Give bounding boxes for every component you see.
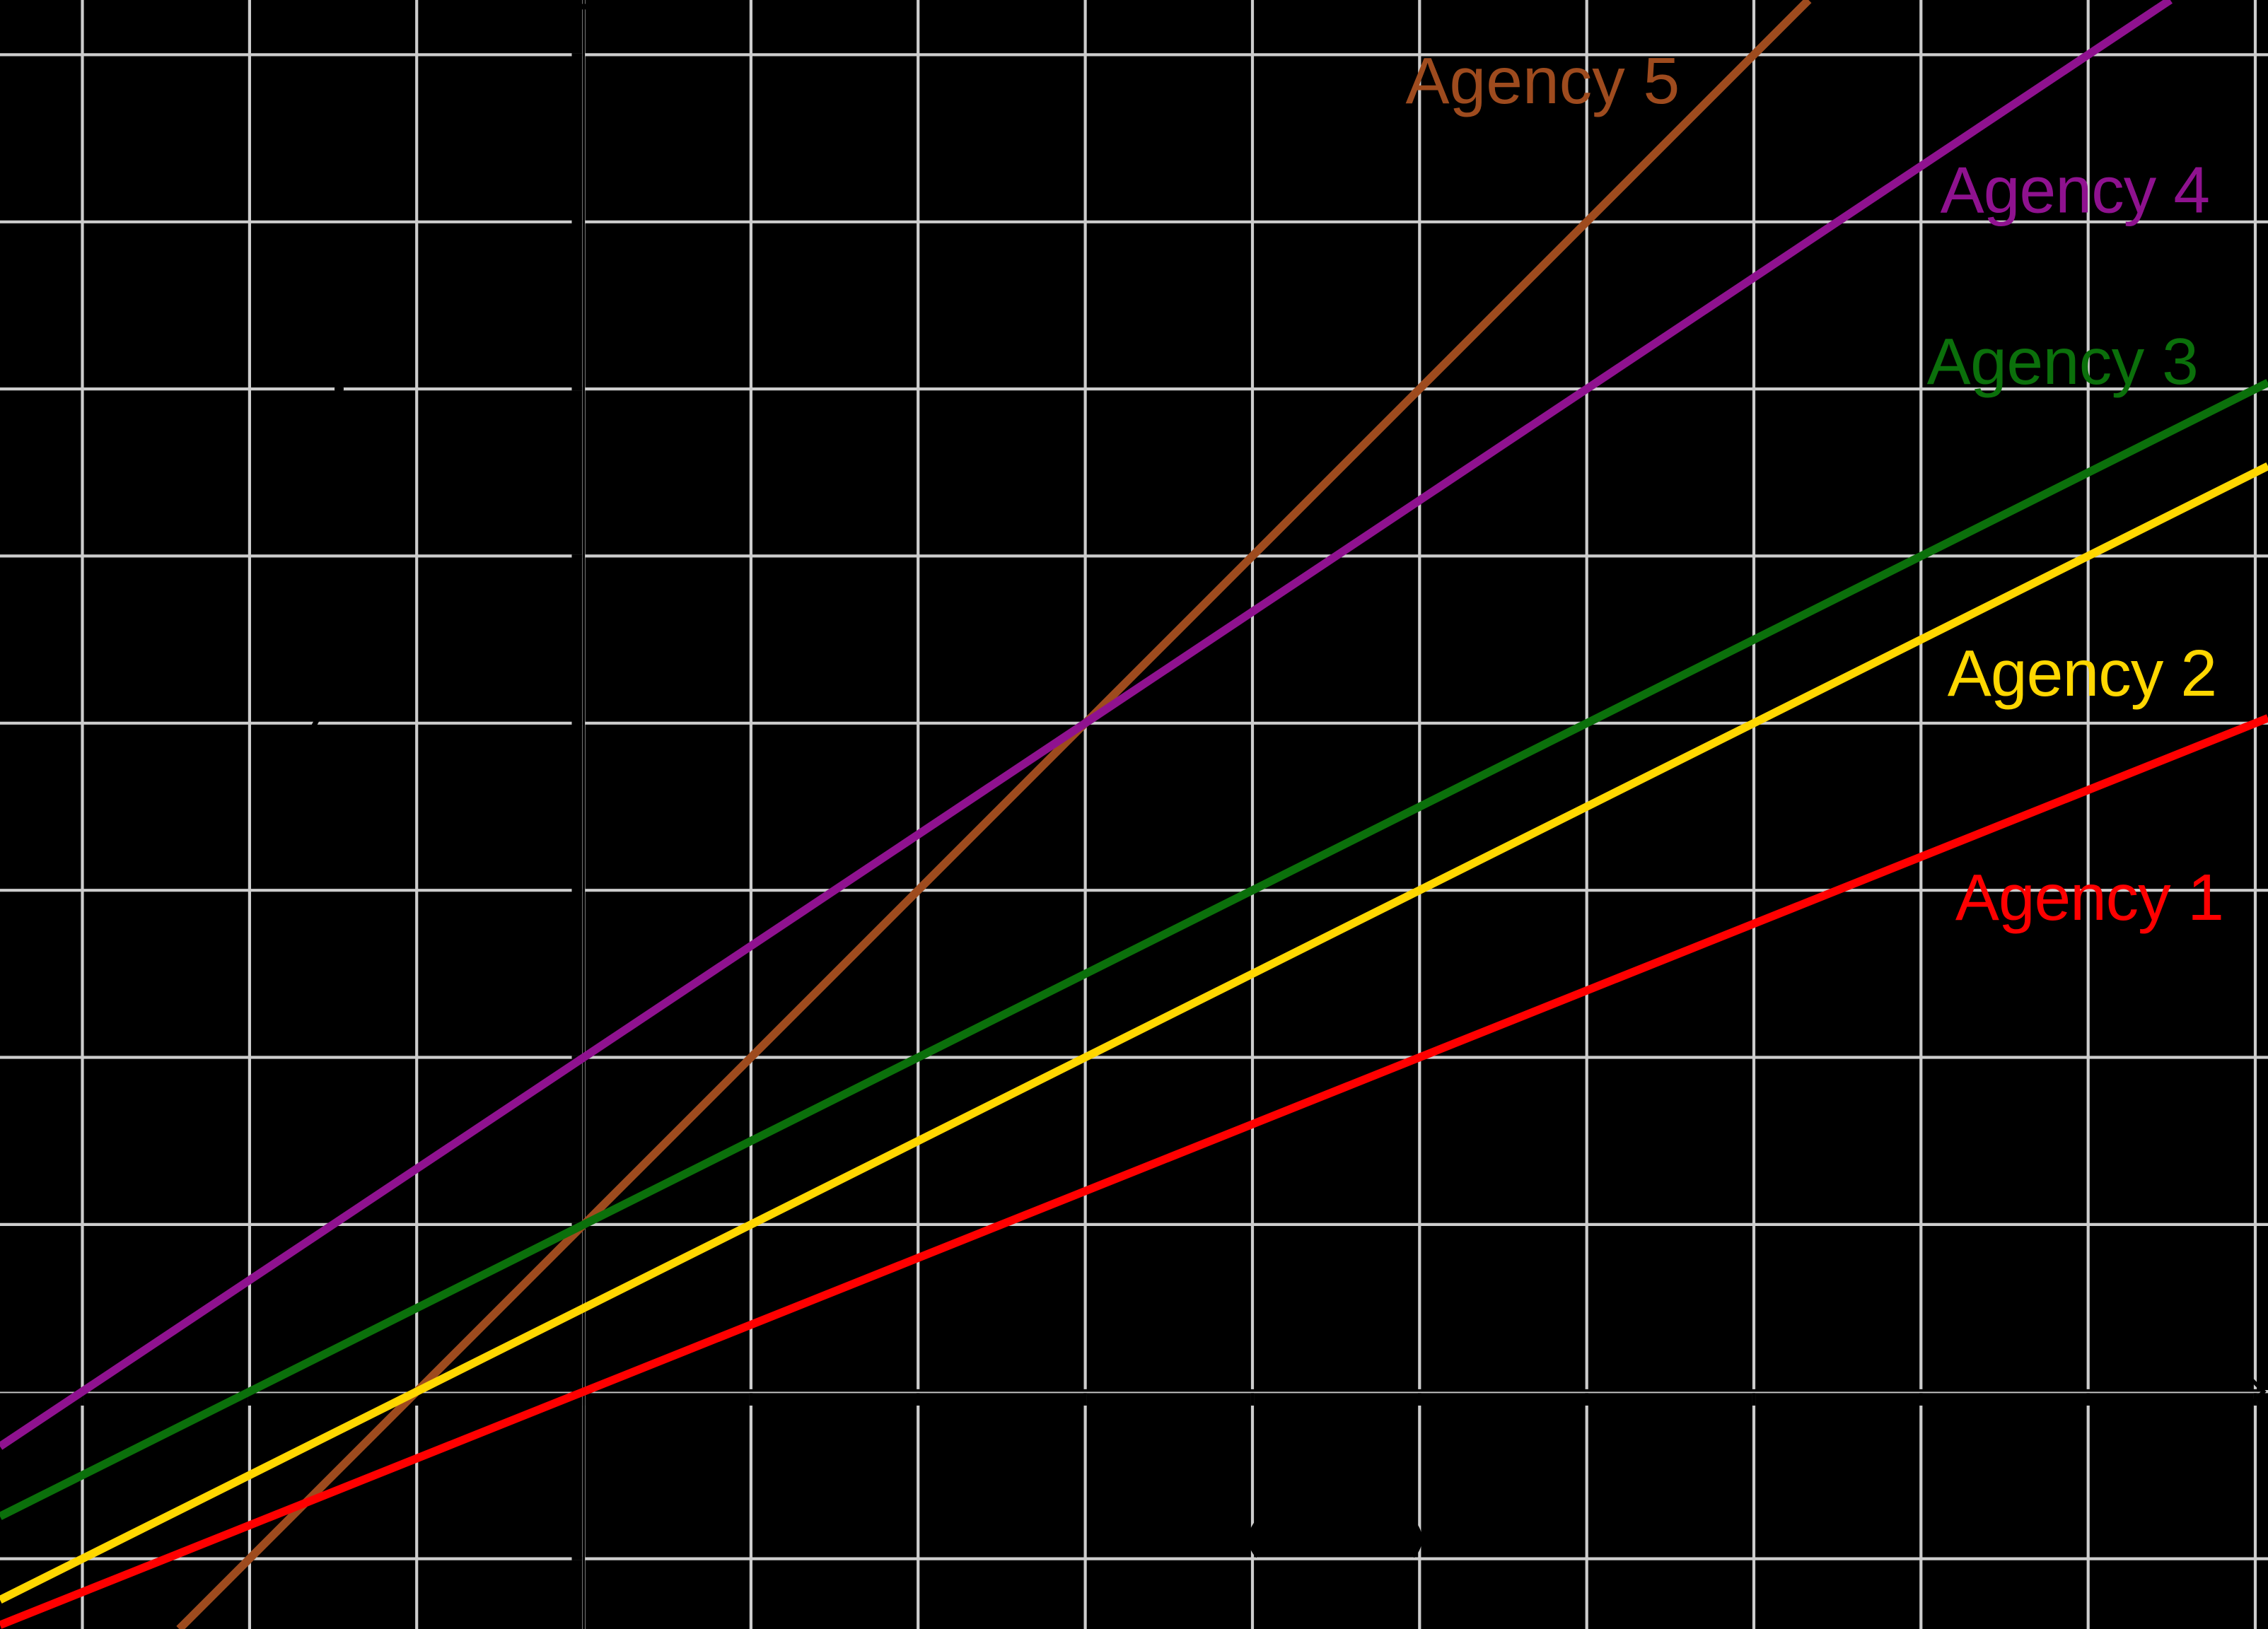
svg-text:Agency 1: Agency 1	[1955, 860, 2223, 934]
svg-text:Agency 3: Agency 3	[1927, 325, 2199, 398]
svg-text:Agency 5: Agency 5	[1406, 44, 1680, 117]
svg-text:Agency 4: Agency 4	[1941, 153, 2210, 227]
svg-text:Agency 2: Agency 2	[1948, 636, 2217, 710]
